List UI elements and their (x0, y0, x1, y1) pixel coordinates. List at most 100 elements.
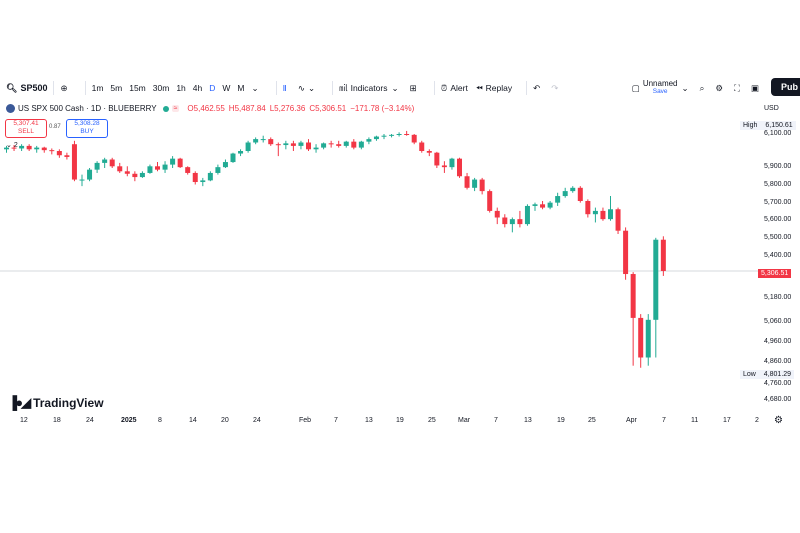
layout-menu[interactable]: ▢ Unnamed Save ⌄ (632, 80, 692, 96)
spread-value: 0.87 (49, 124, 61, 130)
candle-body (517, 219, 523, 225)
sell-button[interactable]: 5,307.41 SELL (5, 119, 47, 138)
candle-body (313, 147, 319, 150)
candle-body (532, 204, 538, 206)
gear-icon: ⚙︎ (715, 82, 724, 93)
candle-body (124, 171, 130, 174)
layout-name: Unnamed (642, 79, 678, 88)
interval-15m[interactable]: 15m (129, 83, 146, 93)
price-tick: 5,180.00 (764, 294, 792, 301)
candle-body (71, 144, 77, 180)
candle-body (117, 166, 123, 172)
publish-button[interactable]: Pub (771, 78, 800, 96)
candle-body (328, 143, 334, 145)
price-tick: 5,800.00 (764, 181, 792, 188)
interval-1h[interactable]: 1h (176, 83, 186, 93)
time-tick: 25 (428, 417, 436, 424)
price-tick: 5,400.00 (764, 252, 792, 259)
separator (53, 81, 55, 95)
buy-button[interactable]: 5,308.28 BUY (66, 119, 108, 138)
indicators-button[interactable]: ㏕ Indicators ⌄ (339, 82, 402, 94)
legend-low: L5,276.36 (269, 104, 306, 113)
time-tick: Apr (626, 417, 637, 424)
fullscreen-icon: ⛶ (734, 82, 740, 93)
time-tick: 7 (334, 417, 338, 424)
candle-body (577, 187, 583, 201)
alarm-clock-icon: ⏰︎ (440, 82, 448, 93)
buy-price: 5,308.28 (74, 120, 100, 127)
settings-button[interactable]: ⚙︎ (715, 83, 726, 94)
candle-body (139, 172, 145, 178)
candle-body (585, 201, 591, 215)
time-tick: 12 (20, 417, 28, 424)
plus-circle-icon: ⊕ (60, 82, 68, 93)
price-tick: 4,760.00 (764, 380, 792, 387)
redo-button[interactable]: ↷ (551, 83, 561, 94)
candle-body (426, 151, 432, 153)
candle-body (524, 205, 530, 225)
candle-body (26, 145, 32, 150)
interval-d[interactable]: D (209, 83, 216, 93)
candle-body (64, 155, 70, 157)
collapse-count: 2 (13, 142, 18, 149)
interval-dropdown[interactable]: ⌄ (252, 83, 262, 94)
time-tick: 19 (396, 417, 404, 424)
time-tick: 24 (86, 417, 94, 424)
candle-body (207, 172, 213, 181)
indicators-collapse-toggle[interactable]: ⌄ 2 (6, 141, 18, 149)
add-symbol-button[interactable]: ⊕ (60, 83, 70, 94)
price-chart[interactable] (0, 100, 800, 416)
interval-m[interactable]: M (237, 83, 245, 93)
candle-body (562, 191, 568, 197)
chevron-down-icon: ⌄ (681, 82, 689, 93)
currency-label[interactable]: USD (764, 105, 779, 112)
candle-body (623, 230, 629, 275)
candle-body (592, 210, 598, 215)
snapshot-button[interactable]: ▣ (751, 83, 762, 94)
time-axis[interactable]: 12 18 24 2025 8 14 20 24 Feb 7 13 19 25 … (0, 417, 800, 429)
magnifier-icon: ⌕ (699, 82, 705, 93)
symbol-search[interactable]: 🔍︎ SP500 (6, 83, 47, 94)
quick-search-button[interactable]: ⌕ (700, 83, 708, 94)
interval-w[interactable]: W (222, 83, 231, 93)
sell-label: SELL (18, 128, 34, 135)
candle-body (336, 144, 342, 146)
interval-5m[interactable]: 5m (110, 83, 123, 93)
candle-body (19, 145, 25, 149)
candle-body (185, 167, 191, 173)
candle-body (660, 239, 666, 271)
candle-body (472, 179, 478, 188)
candles-type-button[interactable]: Ⅱ (283, 83, 290, 94)
candle-body (162, 164, 168, 170)
replay-button[interactable]: ⏪︎ Replay (476, 83, 512, 94)
candle-body (653, 239, 659, 320)
undo-button[interactable]: ↶ (533, 83, 543, 94)
candle-body (192, 172, 198, 183)
interval-30m[interactable]: 30m (152, 83, 170, 93)
interval-4h[interactable]: 4h (192, 83, 203, 93)
tradingview-logo[interactable]: ▐●◢ TradingView (8, 395, 104, 411)
candle-body (147, 166, 153, 173)
candle-body (343, 141, 349, 146)
candle-body (11, 147, 17, 149)
layout-templates-button[interactable]: ⊞ (410, 83, 420, 94)
interval-1m[interactable]: 1m (91, 83, 104, 93)
fullscreen-button[interactable]: ⛶ (734, 83, 743, 94)
legend-badge: ≈ (171, 105, 180, 112)
save-label: Save (652, 88, 668, 95)
candle-body (373, 136, 379, 140)
us-flag-icon (6, 104, 15, 113)
candle-body (321, 143, 327, 148)
candle-body (87, 169, 93, 180)
candle-body (351, 141, 357, 148)
separator (433, 81, 435, 95)
candle-body (449, 158, 455, 168)
chart-type-button[interactable]: ∿ ⌄ (298, 83, 318, 94)
candle-body (94, 162, 100, 170)
high-marker: High 6,150.61 (740, 121, 796, 130)
axis-settings-icon[interactable]: ⚙︎ (774, 415, 783, 426)
candle-body (177, 158, 183, 168)
candle-body (630, 274, 636, 318)
candle-body (245, 142, 251, 151)
alert-button[interactable]: ⏰︎ Alert (441, 83, 468, 94)
